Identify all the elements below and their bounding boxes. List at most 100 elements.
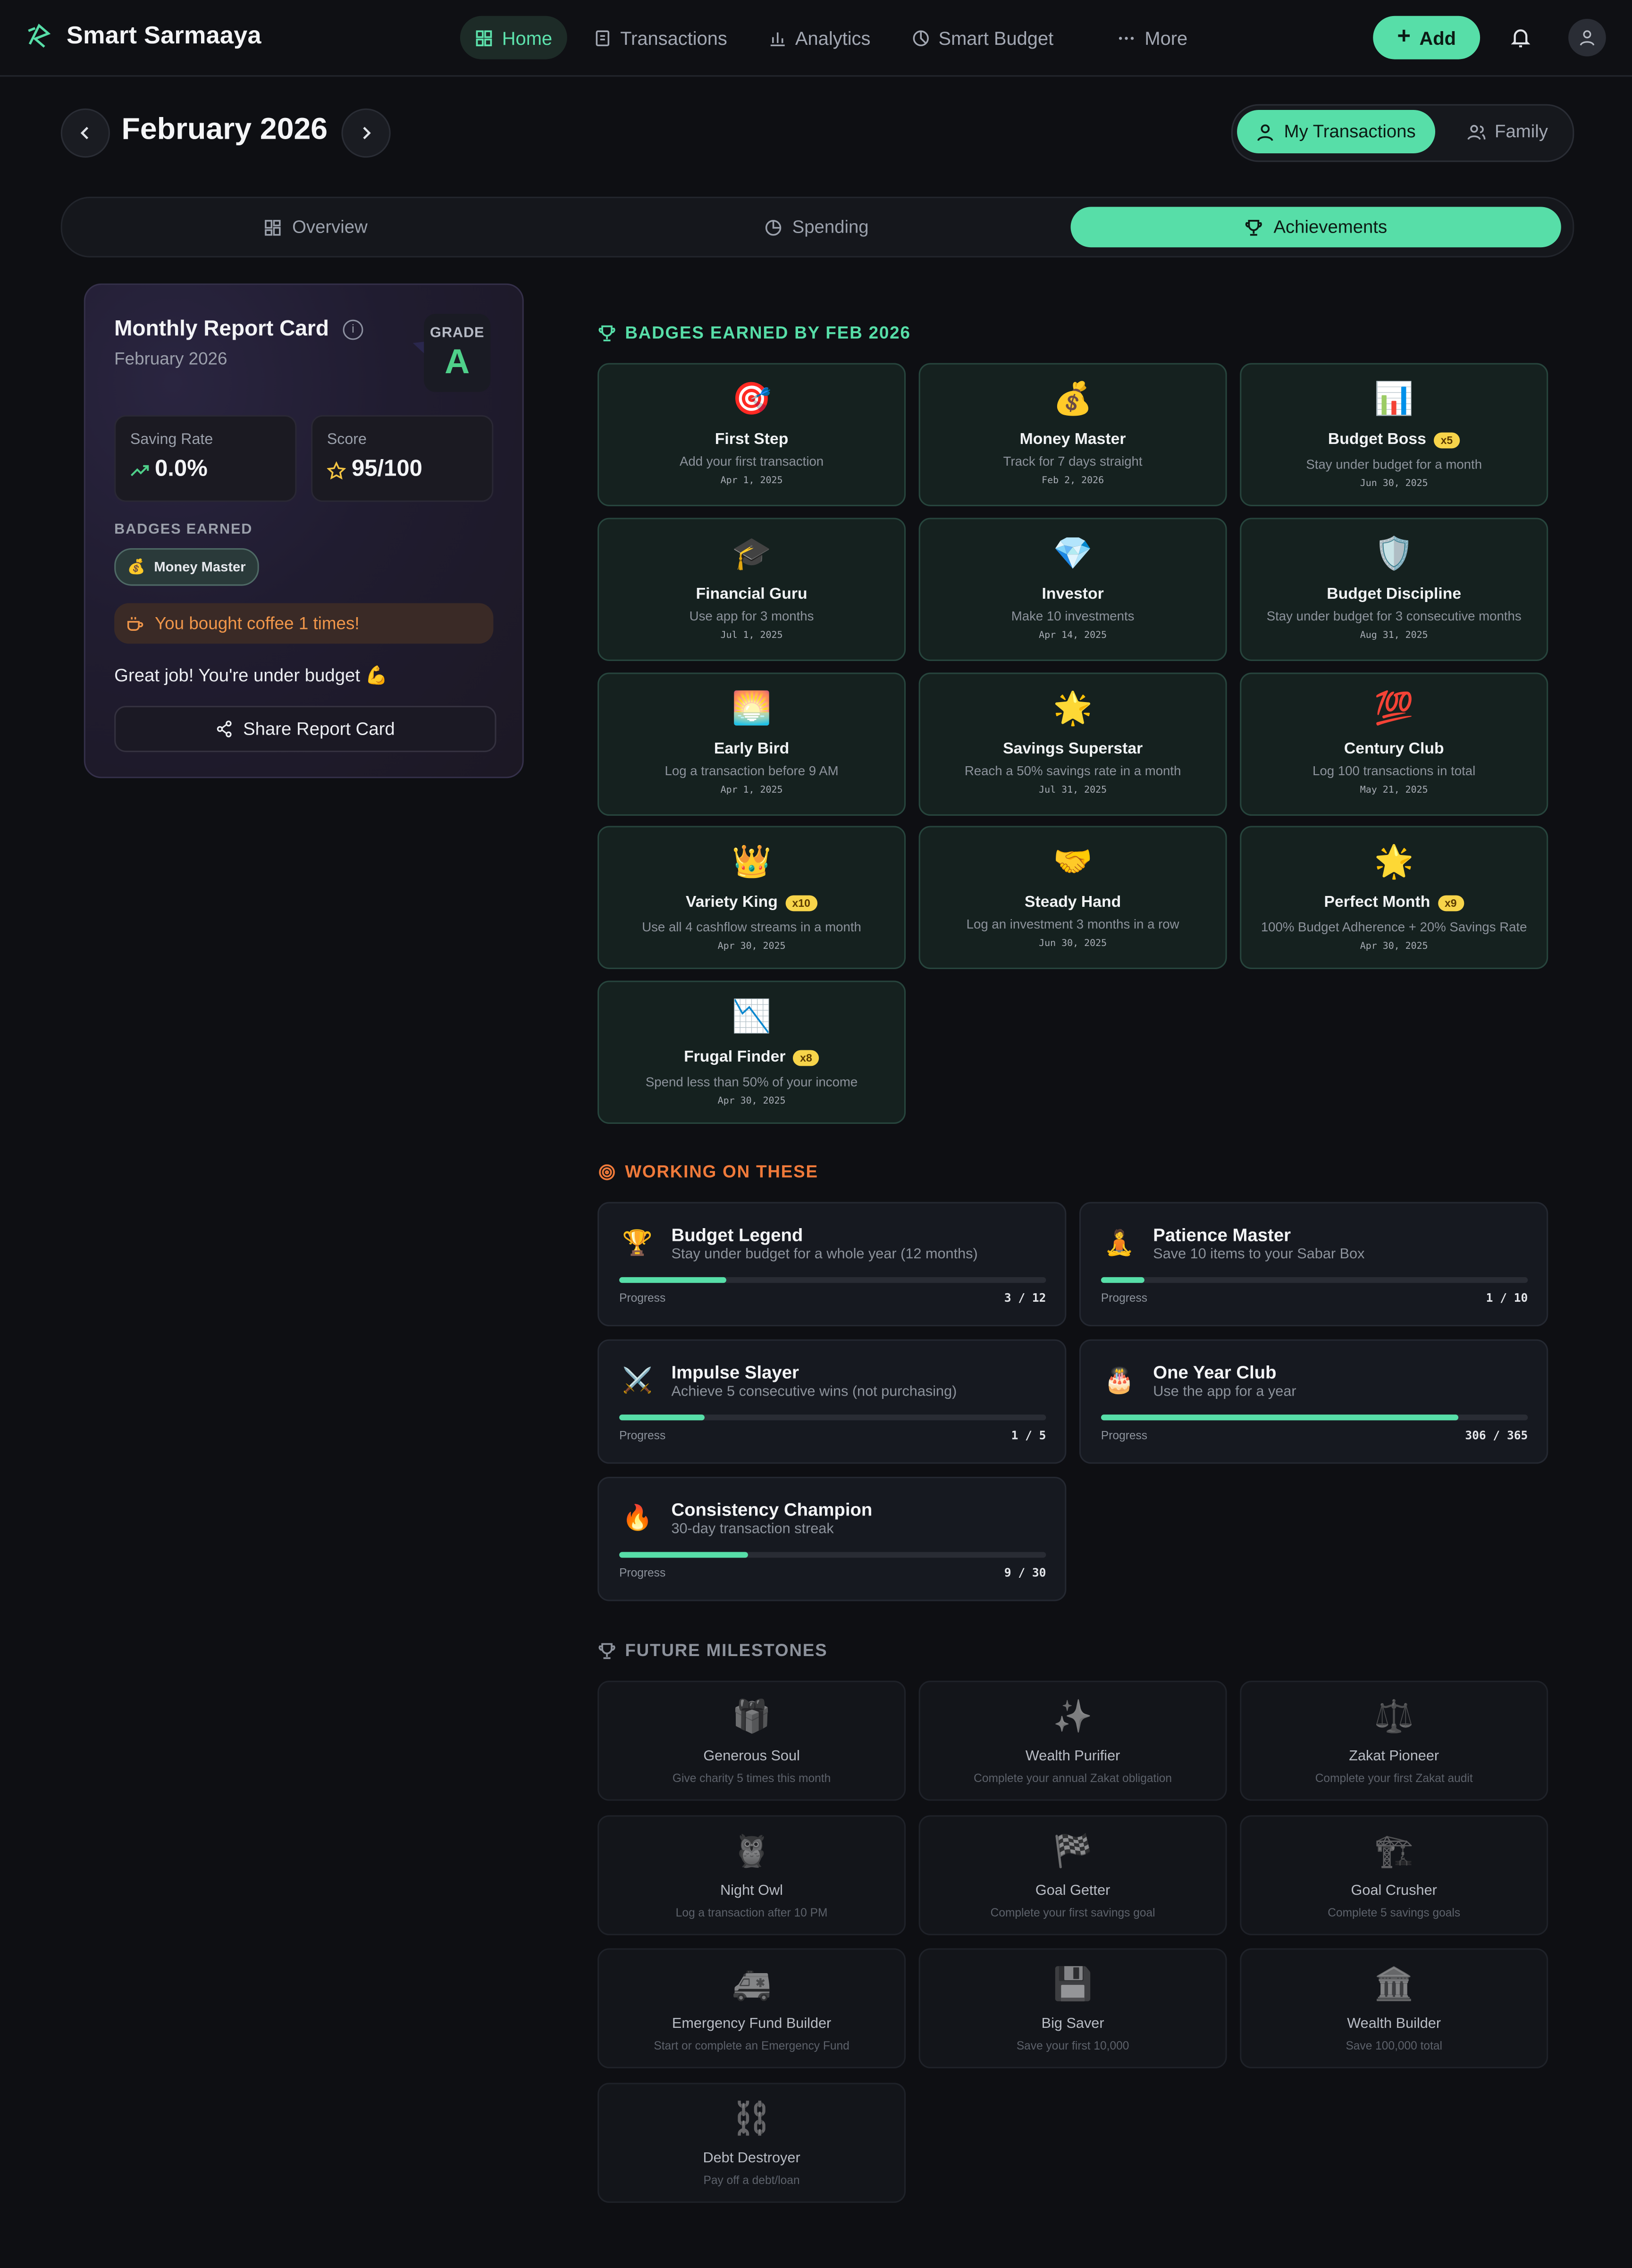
nav-home[interactable]: Home — [460, 16, 567, 59]
my-transactions-toggle[interactable]: My Transactions — [1237, 109, 1436, 153]
budget-message: Great job! You're under budget 💪 — [114, 665, 388, 686]
nav-transactions-label: Transactions — [620, 26, 727, 49]
badge-card[interactable]: 🌟 Perfect Month x9 100% Budget Adherence + … — [1240, 826, 1548, 969]
family-toggle[interactable]: Family — [1450, 110, 1565, 153]
badge-icon: 👑 — [732, 843, 772, 879]
info-icon[interactable]: i — [343, 319, 363, 340]
achievement-progress-card[interactable]: 🎂 One Year Club Use the app for a year Prog… — [1079, 1339, 1548, 1464]
milestone-card[interactable]: 🏛️ Wealth Builder Save 100,000 total — [1240, 1948, 1548, 2068]
plus-icon: + — [1397, 25, 1411, 50]
milestone-card[interactable]: 🚑 Emergency Fund Builder Start or complete… — [597, 1948, 906, 2068]
badge-description: 100% Budget Adherence + 20% Savings Rate — [1261, 920, 1527, 935]
avatar[interactable] — [1568, 18, 1606, 57]
milestone-name: Wealth Builder — [1347, 2016, 1441, 2033]
badge-description: Log a transaction before 9 AM — [665, 763, 839, 778]
milestone-name: Debt Destroyer — [703, 2151, 800, 2167]
brand-logo-icon — [28, 24, 51, 48]
badge-name: Perfect Month x9 — [1241, 894, 1547, 912]
badge-card[interactable]: 📉 Frugal Finder x8 Spend less than 50% of y… — [597, 980, 906, 1124]
progress-label: Progress — [1101, 1429, 1148, 1442]
milestone-card[interactable]: 🏗️ Goal Crusher Complete 5 savings goals — [1240, 1815, 1548, 1935]
tab-overview[interactable]: Overview — [76, 207, 554, 247]
progress-bar — [619, 1277, 1046, 1283]
achievement-progress-card[interactable]: ⚔️ Impulse Slayer Achieve 5 consecutive wi… — [597, 1339, 1067, 1464]
milestone-name: Goal Getter — [1035, 1883, 1110, 1900]
score-label: Score — [327, 431, 367, 449]
badge-card[interactable]: 🛡️ Budget Discipline Stay under budget for… — [1240, 518, 1548, 661]
achievement-description: Save 10 items to your Sabar Box — [1153, 1247, 1365, 1263]
milestone-description: Complete your annual Zakat obligation — [974, 1772, 1172, 1785]
badge-card[interactable]: 🌟 Savings Superstar Reach a 50% savings ra… — [918, 672, 1227, 816]
milestone-icon: 🎁 — [732, 1698, 772, 1734]
achievement-progress-card[interactable]: 🔥 Consistency Champion 30-day transaction … — [597, 1476, 1067, 1601]
share-label: Share Report Card — [243, 719, 395, 739]
badge-name-text: Budget Boss — [1328, 431, 1426, 449]
badge-multiplier: x9 — [1437, 895, 1464, 911]
badge-card[interactable]: 💰 Money Master Track for 7 days straight Fe… — [918, 363, 1227, 506]
badge-icon: 🌅 — [732, 690, 772, 726]
next-month-button[interactable] — [341, 108, 391, 158]
bell-icon[interactable] — [1509, 26, 1532, 49]
badge-card[interactable]: 👑 Variety King x10 Use all 4 cashflow strea… — [597, 826, 906, 969]
progress-bar — [619, 1552, 1046, 1558]
prev-month-button[interactable] — [60, 108, 110, 158]
chevron-left-icon — [80, 126, 89, 140]
badge-icon: 🌟 — [1374, 843, 1414, 879]
main-nav: Home Transactions Analytics Smart Budget… — [460, 16, 1214, 59]
badge-icon: 📉 — [732, 998, 772, 1034]
badges-earned-label: BADGES EARNED — [114, 522, 253, 538]
nav-analytics[interactable]: Analytics — [753, 16, 885, 59]
share-report-card-button[interactable]: Share Report Card — [114, 706, 496, 753]
future-heading-text: FUTURE MILESTONES — [625, 1640, 828, 1661]
badge-card[interactable]: 💎 Investor Make 10 investments Apr 14, 2025 — [918, 518, 1227, 661]
milestone-card[interactable]: 🎁 Generous Soul Give charity 5 times this … — [597, 1681, 906, 1801]
milestone-card[interactable]: 💾 Big Saver Save your first 10,000 — [918, 1948, 1227, 2068]
badge-card[interactable]: 🎓 Financial Guru Use app for 3 months Jul 1… — [597, 518, 906, 661]
achievement-icon: ⚔️ — [622, 1366, 653, 1395]
badge-name-text: Savings Superstar — [1003, 740, 1143, 758]
progress-fill — [619, 1414, 705, 1421]
badge-description: Use app for 3 months — [689, 609, 814, 624]
badge-name-text: Financial Guru — [696, 586, 808, 603]
page-title: February 2026 — [121, 113, 328, 146]
milestone-card[interactable]: ⚖️ Zakat Pioneer Complete your first Zakat… — [1240, 1681, 1548, 1801]
saving-rate-stat: Saving Rate 0.0% — [114, 415, 297, 502]
milestone-name: Goal Crusher — [1351, 1883, 1437, 1900]
badge-date: Jun 30, 2025 — [1039, 937, 1107, 949]
add-button[interactable]: + Add — [1373, 16, 1481, 59]
tab-achievements[interactable]: Achievements — [1070, 207, 1561, 248]
achievement-name: One Year Club — [1153, 1362, 1277, 1383]
badge-card[interactable]: 💯 Century Club Log 100 transactions in tot… — [1240, 672, 1548, 816]
milestone-card[interactable]: ✨ Wealth Purifier Complete your annual Zak… — [918, 1681, 1227, 1801]
badge-card[interactable]: 🎯 First Step Add your first transaction Apr… — [597, 363, 906, 506]
saving-rate-label: Saving Rate — [130, 431, 213, 449]
badge-date: Apr 30, 2025 — [1360, 940, 1428, 952]
badge-chip[interactable]: 💰 Money Master — [114, 548, 259, 586]
brand[interactable]: Smart Sarmaaya — [23, 20, 261, 52]
milestone-description: Complete your first Zakat audit — [1315, 1772, 1473, 1785]
achievement-icon: 🧘 — [1104, 1229, 1135, 1257]
milestone-description: Complete 5 savings goals — [1328, 1906, 1461, 1920]
tab-spending[interactable]: Spending — [577, 207, 1055, 247]
milestone-card[interactable]: 🦉 Night Owl Log a transaction after 10 PM — [597, 1815, 906, 1935]
progress-count: 306 / 365 — [1465, 1429, 1528, 1442]
trophy-icon — [598, 325, 615, 341]
achievement-progress-card[interactable]: 🏆 Budget Legend Stay under budget for a wh… — [597, 1202, 1067, 1327]
nav-transactions[interactable]: Transactions — [578, 16, 741, 59]
nav-more[interactable]: More — [1102, 16, 1202, 59]
milestone-card[interactable]: ⛓️ Debt Destroyer Pay off a debt/loan — [597, 2083, 906, 2203]
achievement-progress-card[interactable]: 🧘 Patience Master Save 10 items to your Sa… — [1079, 1202, 1548, 1327]
milestone-description: Give charity 5 times this month — [672, 1772, 831, 1785]
report-card-title: Monthly Report Card — [114, 317, 329, 342]
milestone-card[interactable]: 🏁 Goal Getter Complete your first savings … — [918, 1815, 1227, 1935]
nav-smart-budget[interactable]: Smart Budget — [897, 16, 1068, 59]
progress-count: 9 / 30 — [1004, 1566, 1046, 1580]
achievement-name: Impulse Slayer — [671, 1362, 799, 1383]
badge-name: Financial Guru — [599, 586, 904, 603]
badge-name-text: Perfect Month — [1324, 894, 1430, 912]
badge-card[interactable]: 🤝 Steady Hand Log an investment 3 months i… — [918, 826, 1227, 969]
badge-name-text: Budget Discipline — [1327, 586, 1462, 603]
badge-card[interactable]: 📊 Budget Boss x5 Stay under budget for a mo… — [1240, 363, 1548, 506]
badge-card[interactable]: 🌅 Early Bird Log a transaction before 9 AM… — [597, 672, 906, 816]
badge-description: Spend less than 50% of your income — [645, 1074, 858, 1089]
